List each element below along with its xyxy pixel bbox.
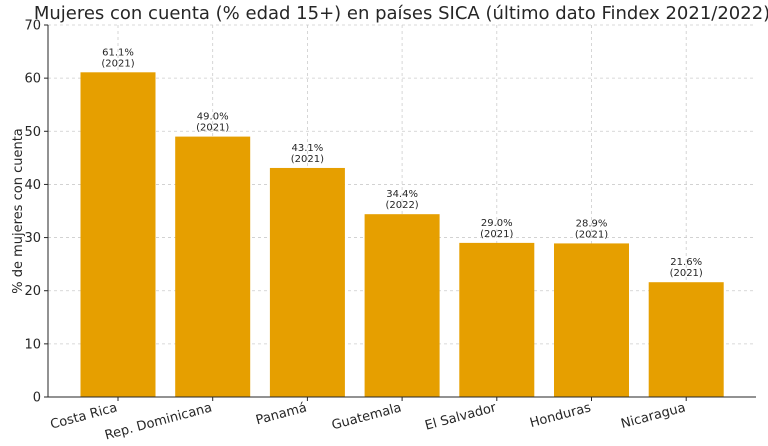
bar bbox=[175, 136, 251, 397]
bar-year-label: (2021) bbox=[291, 154, 324, 165]
x-tick-label: Nicaragua bbox=[619, 400, 687, 432]
y-tick-label: 70 bbox=[24, 19, 41, 34]
bar-year-label: (2021) bbox=[196, 123, 229, 134]
bar-value-label: 34.4% bbox=[386, 189, 418, 200]
y-tick-label: 20 bbox=[24, 284, 41, 299]
y-tick-label: 10 bbox=[24, 337, 41, 352]
bar-year-label: (2021) bbox=[670, 268, 703, 279]
x-tick-label: Rep. Dominicana bbox=[103, 400, 213, 443]
y-tick-label: 60 bbox=[24, 72, 41, 87]
bars bbox=[80, 72, 724, 397]
bar-value-label: 29.0% bbox=[481, 218, 513, 229]
data-labels: 61.1%(2021)49.0%(2021)43.1%(2021)34.4%(2… bbox=[101, 47, 703, 279]
bar-value-label: 21.6% bbox=[670, 257, 702, 268]
bar bbox=[364, 214, 440, 397]
bar-year-label: (2021) bbox=[480, 229, 513, 240]
bar bbox=[269, 167, 345, 397]
bar-year-label: (2021) bbox=[575, 229, 608, 240]
bar bbox=[80, 72, 156, 397]
chart-title: Mujeres con cuenta (% edad 15+) en paíse… bbox=[34, 3, 768, 24]
bar-value-label: 28.9% bbox=[576, 218, 608, 229]
bar-year-label: (2021) bbox=[101, 58, 134, 69]
bar bbox=[459, 242, 535, 397]
y-tick-label: 50 bbox=[24, 125, 41, 140]
y-tick-label: 0 bbox=[33, 391, 41, 406]
x-tick-label: Panamá bbox=[254, 400, 308, 428]
y-axis-label: % de mujeres con cuenta bbox=[11, 128, 26, 294]
bar bbox=[648, 282, 724, 397]
bar-year-label: (2022) bbox=[385, 200, 418, 211]
x-tick-label: Guatemala bbox=[330, 400, 403, 433]
bar-value-label: 61.1% bbox=[102, 47, 134, 58]
bar-value-label: 43.1% bbox=[292, 143, 324, 154]
x-tick-label: El Salvador bbox=[423, 400, 498, 434]
bar bbox=[554, 243, 629, 397]
y-tick-label: 40 bbox=[24, 178, 41, 193]
y-tick-label: 30 bbox=[24, 231, 41, 246]
bar-value-label: 49.0% bbox=[197, 112, 229, 123]
x-tick-label: Honduras bbox=[528, 400, 593, 431]
